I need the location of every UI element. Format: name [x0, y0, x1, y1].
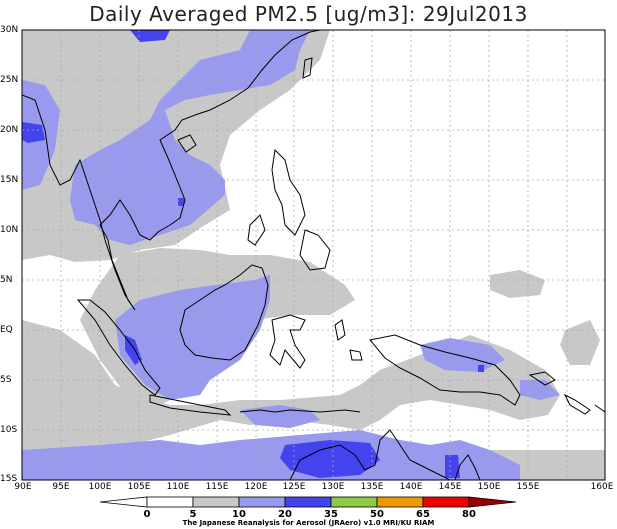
- lat-label-15s: 15S: [0, 474, 18, 484]
- lon-label-120e: 120E: [244, 482, 268, 492]
- lon-label-155e: 155E: [516, 482, 540, 492]
- colorbar-label-10: 10: [232, 509, 246, 520]
- lon-label-130e: 130E: [321, 482, 345, 492]
- lon-label-95e: 95E: [52, 482, 70, 492]
- lon-label-115e: 115E: [205, 482, 229, 492]
- lat-label-15n: 15N: [0, 175, 19, 185]
- lon-label-125e: 125E: [282, 482, 306, 492]
- lat-label-5n: 5N: [0, 275, 13, 285]
- lon-label-140e: 140E: [399, 482, 423, 492]
- lon-label-105e: 105E: [127, 482, 151, 492]
- colorbar-label-50: 50: [370, 509, 384, 520]
- lat-label-25n: 25N: [0, 75, 19, 85]
- colorbar-segment-2: [192, 496, 240, 508]
- lat-label-eq: EQ: [0, 325, 13, 335]
- colorbar-segment-4: [284, 496, 332, 508]
- lon-label-150e: 150E: [477, 482, 501, 492]
- lat-label-10s: 10S: [0, 425, 18, 435]
- coastlines: [22, 30, 605, 480]
- colorbar-segment-7: [422, 496, 470, 508]
- colorbar-label-5: 5: [189, 509, 197, 520]
- colorbar-label-80: 80: [462, 509, 476, 520]
- colorbar-segment-1: [146, 496, 194, 508]
- lon-label-135e: 135E: [360, 482, 384, 492]
- lat-label-20n: 20N: [0, 125, 19, 135]
- lon-label-90e: 90E: [14, 482, 32, 492]
- lon-label-145e: 145E: [438, 482, 462, 492]
- colorbar-segment-0: [99, 496, 148, 508]
- map-title: Daily Averaged PM2.5 [ug/m3]: 29Jul2013: [89, 2, 528, 26]
- graticule: [22, 30, 605, 480]
- colorbar: [99, 496, 517, 508]
- lon-label-110e: 110E: [166, 482, 190, 492]
- map-frame: [21, 29, 606, 481]
- credit-text: The Japanese Reanalysis for Aerosol (JRA…: [182, 519, 435, 527]
- lat-label-10n: 10N: [0, 225, 19, 235]
- lat-label-30n: 30N: [0, 25, 19, 35]
- colorbar-label-0: 0: [143, 509, 151, 520]
- lat-label-5s: 5S: [0, 375, 12, 385]
- lon-label-100e: 100E: [88, 482, 112, 492]
- colorbar-label-65: 65: [416, 509, 430, 520]
- colorbar-label-20: 20: [278, 509, 292, 520]
- colorbar-segment-3: [238, 496, 286, 508]
- colorbar-label-35: 35: [324, 509, 338, 520]
- colorbar-segment-5: [330, 496, 378, 508]
- lon-label-160e: 160E: [590, 482, 614, 492]
- colorbar-segment-8: [468, 496, 517, 508]
- colorbar-segment-6: [376, 496, 424, 508]
